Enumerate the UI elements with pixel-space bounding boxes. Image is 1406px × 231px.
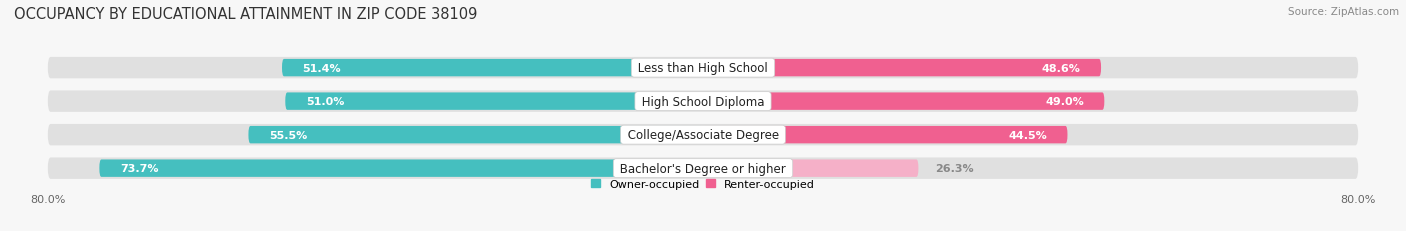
Text: Source: ZipAtlas.com: Source: ZipAtlas.com [1288, 7, 1399, 17]
Text: High School Diploma: High School Diploma [638, 95, 768, 108]
FancyBboxPatch shape [703, 93, 1104, 110]
FancyBboxPatch shape [703, 160, 918, 177]
FancyBboxPatch shape [100, 160, 703, 177]
Text: 55.5%: 55.5% [269, 130, 307, 140]
Text: 26.3%: 26.3% [935, 164, 973, 173]
Legend: Owner-occupied, Renter-occupied: Owner-occupied, Renter-occupied [586, 175, 820, 194]
FancyBboxPatch shape [285, 93, 703, 110]
FancyBboxPatch shape [48, 124, 1358, 146]
FancyBboxPatch shape [48, 91, 1358, 112]
Text: 44.5%: 44.5% [1008, 130, 1047, 140]
Text: 51.0%: 51.0% [305, 97, 344, 107]
FancyBboxPatch shape [703, 60, 1101, 77]
Text: College/Associate Degree: College/Associate Degree [624, 129, 782, 142]
FancyBboxPatch shape [283, 60, 703, 77]
FancyBboxPatch shape [48, 58, 1358, 79]
Text: Less than High School: Less than High School [634, 62, 772, 75]
Text: Bachelor's Degree or higher: Bachelor's Degree or higher [616, 162, 790, 175]
Text: OCCUPANCY BY EDUCATIONAL ATTAINMENT IN ZIP CODE 38109: OCCUPANCY BY EDUCATIONAL ATTAINMENT IN Z… [14, 7, 478, 22]
FancyBboxPatch shape [249, 126, 703, 144]
FancyBboxPatch shape [703, 126, 1067, 144]
Text: 51.4%: 51.4% [302, 63, 342, 73]
Text: 49.0%: 49.0% [1045, 97, 1084, 107]
FancyBboxPatch shape [48, 158, 1358, 179]
Text: 73.7%: 73.7% [120, 164, 159, 173]
Text: 48.6%: 48.6% [1042, 63, 1081, 73]
